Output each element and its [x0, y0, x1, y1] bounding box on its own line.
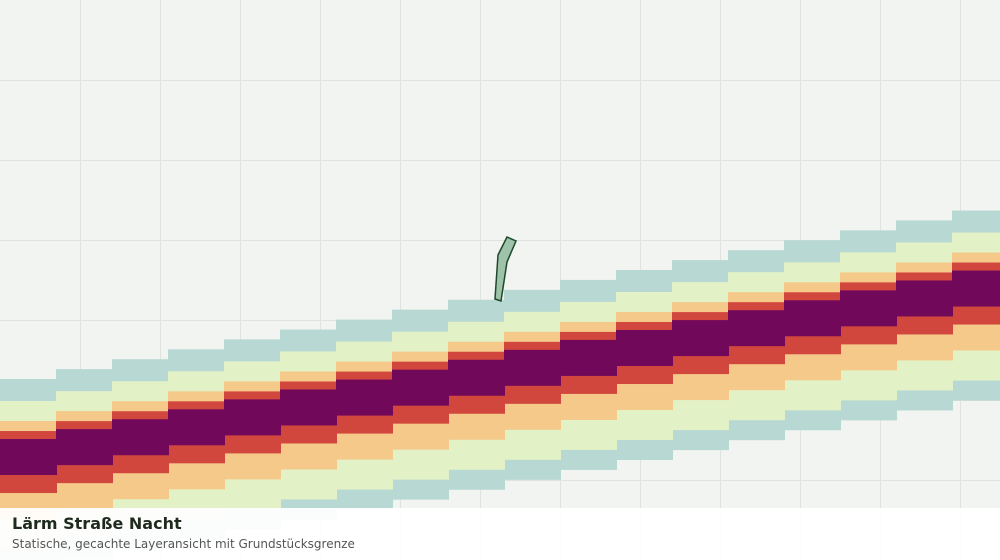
noise-cell — [168, 409, 225, 446]
noise-cell — [56, 429, 113, 466]
noise-cell — [616, 330, 673, 367]
noise-cell — [840, 290, 897, 327]
parcel-boundary — [494, 236, 517, 302]
noise-cell — [504, 349, 561, 386]
noise-cell — [224, 399, 281, 436]
noise-cell — [392, 369, 449, 406]
noise-cell — [896, 280, 953, 317]
noise-cell — [560, 339, 617, 376]
noise-cell — [672, 320, 729, 357]
noise-cell — [280, 389, 337, 426]
layer-title: Lärm Straße Nacht — [12, 514, 182, 533]
noise-cell — [112, 419, 169, 456]
legend-panel: Lärm Straße Nacht Statische, gecachte La… — [0, 508, 1000, 560]
noise-cell — [728, 310, 785, 347]
noise-cell — [448, 359, 505, 396]
noise-cell — [0, 439, 57, 476]
noise-cell — [336, 379, 393, 416]
layer-subtitle: Statische, gecachte Layeransicht mit Gru… — [12, 537, 355, 551]
noise-cell — [784, 300, 841, 337]
noise-cell — [952, 270, 1000, 307]
